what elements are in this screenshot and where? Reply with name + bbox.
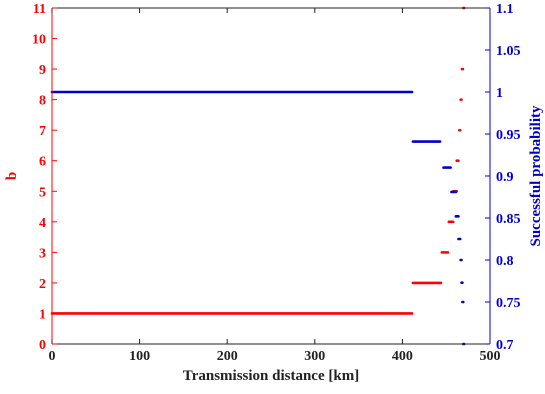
left-y-tick-label: 11 [33, 2, 46, 17]
left-y-tick-label: 9 [39, 63, 46, 78]
right-y-tick-label: 1 [496, 86, 503, 101]
chart-axes [51, 7, 491, 345]
right-y-tick-label: 0.85 [496, 212, 521, 227]
right-y-tick-label: 1.1 [496, 2, 514, 17]
left-y-tick-label: 2 [39, 277, 46, 292]
right-y-axis-label: Successful probability [528, 105, 544, 246]
right-y-tick-label: 0.95 [496, 128, 521, 143]
left-y-tick-label: 10 [32, 33, 46, 48]
left-y-tick-label: 4 [39, 216, 46, 231]
x-tick-label: 400 [392, 349, 413, 364]
right-y-tick-label: 0.75 [496, 296, 521, 311]
left-y-tick-label: 1 [39, 307, 46, 322]
x-tick-label: 300 [304, 349, 325, 364]
right-y-tick-label: 0.8 [496, 254, 514, 269]
left-y-tick-label: 3 [39, 246, 46, 261]
left-y-tick-label: 5 [39, 185, 46, 200]
left-y-axis-label: b [4, 172, 20, 180]
x-tick-label: 0 [49, 349, 56, 364]
x-axis-label: Transmission distance [km] [183, 368, 359, 384]
x-tick-label: 200 [217, 349, 238, 364]
chart-marks [50, 6, 466, 346]
right-y-tick-label: 0.9 [496, 170, 514, 185]
right-y-tick-label: 0.7 [496, 338, 514, 353]
left-y-tick-label: 6 [39, 155, 46, 170]
chart-ticks: 0 100 200 300 400 500 0 1 2 3 4 5 6 7 8 9 10 11 0.7 0.75 0.8… [32, 2, 521, 364]
left-y-tick-label: 7 [39, 124, 46, 139]
right-y-tick-label: 1.05 [496, 44, 521, 59]
left-y-tick-label: 0 [39, 338, 46, 353]
x-tick-label: 500 [480, 349, 501, 364]
x-tick-label: 100 [129, 349, 150, 364]
left-y-tick-label: 8 [39, 94, 46, 109]
